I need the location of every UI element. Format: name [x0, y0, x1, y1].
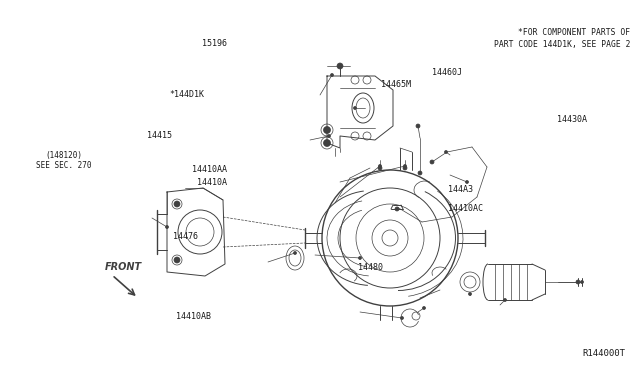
Circle shape: [353, 106, 356, 109]
Text: 14410AC: 14410AC: [448, 204, 483, 213]
Circle shape: [358, 257, 362, 260]
Text: 14480: 14480: [358, 263, 383, 272]
Text: 144A3: 144A3: [448, 185, 473, 194]
Text: 14410AB: 14410AB: [176, 312, 211, 321]
Circle shape: [430, 160, 434, 164]
Circle shape: [580, 280, 584, 283]
Circle shape: [174, 257, 180, 263]
Text: *144D1K: *144D1K: [170, 90, 205, 99]
Circle shape: [330, 74, 333, 77]
Text: 14410AA: 14410AA: [192, 165, 227, 174]
Circle shape: [468, 292, 472, 295]
Circle shape: [465, 180, 468, 183]
Circle shape: [328, 135, 330, 138]
Circle shape: [323, 140, 330, 147]
Text: 14476: 14476: [173, 232, 198, 241]
Circle shape: [378, 166, 382, 170]
Circle shape: [418, 171, 422, 175]
Text: 14410A: 14410A: [197, 178, 227, 187]
Text: 14430A: 14430A: [557, 115, 587, 124]
Text: SEE SEC. 270: SEE SEC. 270: [36, 161, 92, 170]
Text: (148120): (148120): [45, 151, 83, 160]
Circle shape: [323, 126, 330, 134]
Circle shape: [403, 164, 406, 167]
Text: R144000T: R144000T: [582, 349, 625, 358]
Circle shape: [395, 207, 399, 211]
Circle shape: [445, 151, 447, 154]
Circle shape: [403, 166, 407, 170]
Circle shape: [378, 164, 381, 167]
Text: 15196: 15196: [202, 39, 227, 48]
Text: 14465M: 14465M: [381, 80, 410, 89]
Circle shape: [576, 280, 580, 284]
Text: 14460J: 14460J: [432, 68, 461, 77]
Circle shape: [416, 124, 420, 128]
Circle shape: [166, 225, 168, 228]
Circle shape: [174, 201, 180, 207]
Text: 14415: 14415: [147, 131, 172, 140]
Circle shape: [422, 307, 426, 310]
Circle shape: [401, 317, 403, 320]
Text: FRONT: FRONT: [105, 262, 142, 272]
Circle shape: [504, 298, 506, 301]
Circle shape: [294, 251, 296, 254]
Circle shape: [337, 63, 343, 69]
Text: *FOR COMPONENT PARTS OF
PART CODE 144D1K, SEE PAGE 2: *FOR COMPONENT PARTS OF PART CODE 144D1K…: [493, 28, 630, 49]
